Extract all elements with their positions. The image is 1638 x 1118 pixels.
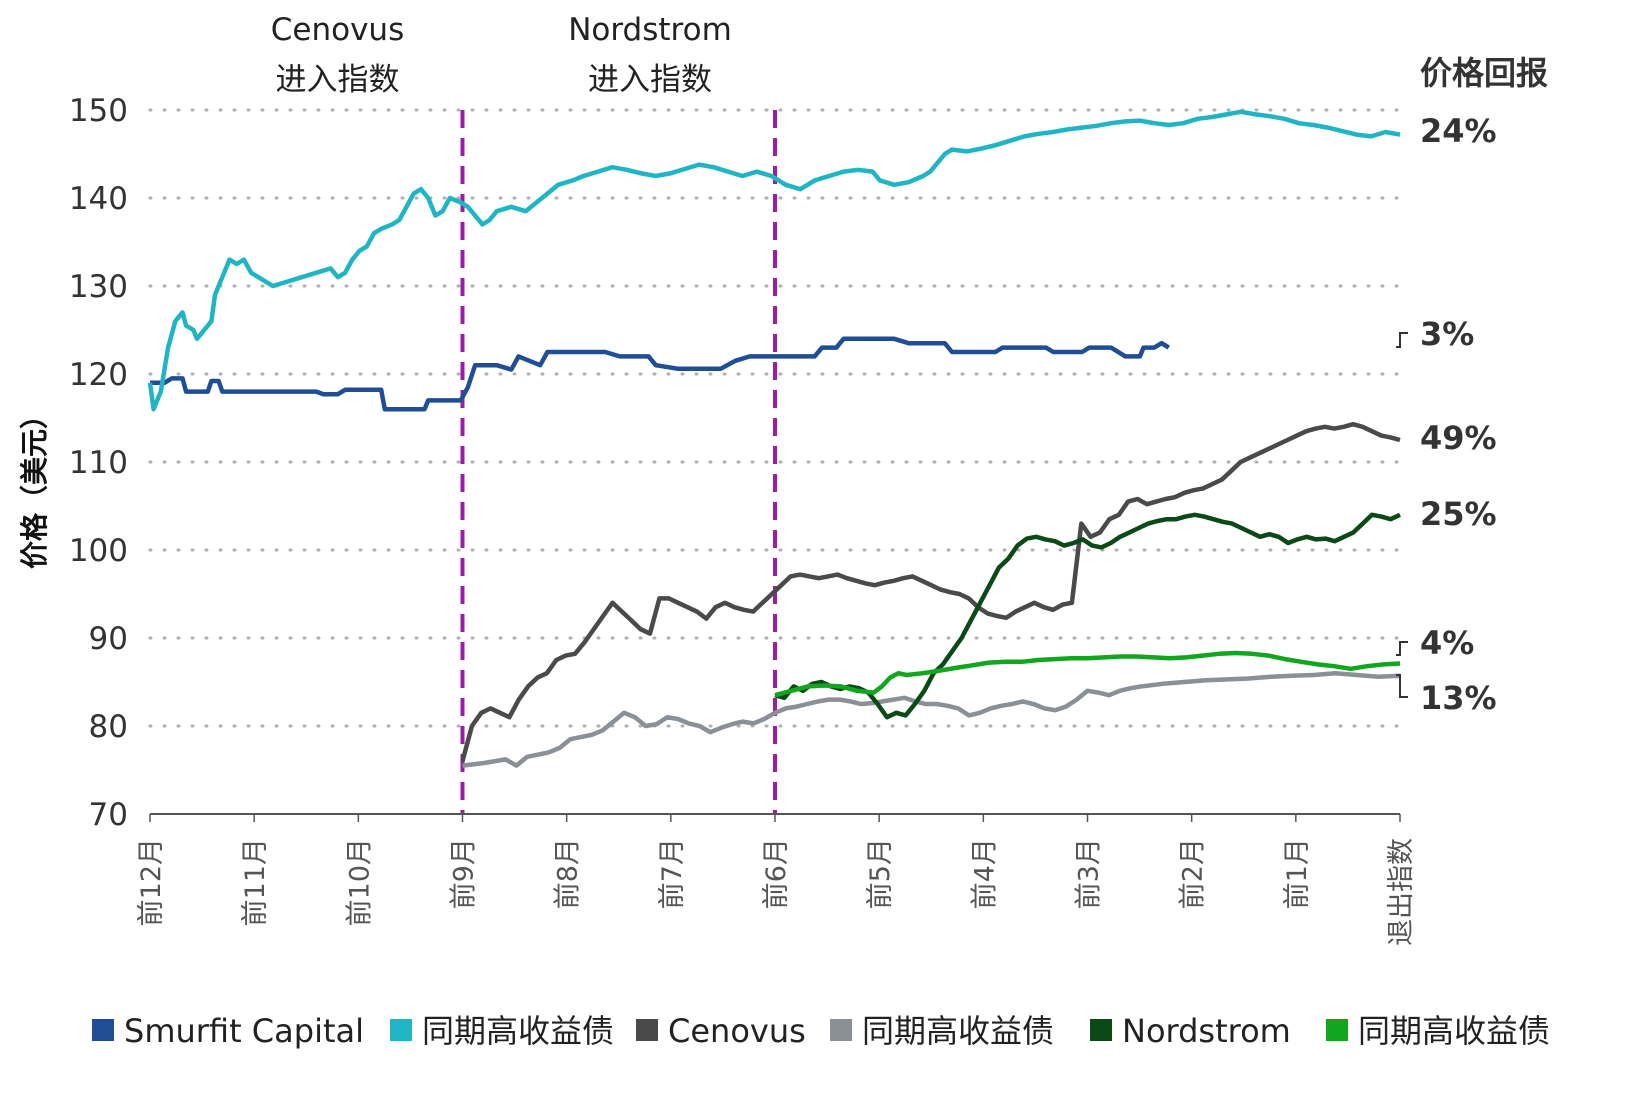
y-axis-label: 价格（美元） — [18, 401, 51, 569]
y-tick-label: 100 — [69, 533, 128, 569]
legend-swatch — [830, 1019, 852, 1041]
legend-swatch — [1326, 1019, 1348, 1041]
x-tick-label: 退出指数 — [1386, 838, 1417, 946]
x-tick-label: 前12月 — [136, 838, 167, 926]
y-tick-label: 80 — [89, 709, 128, 745]
legend-swatch — [390, 1019, 412, 1041]
x-tick-labels: 前12月 前11月 前10月 前9月 前8月 前7月 前6月 前5月 前4月 前3月 前2月 前1月 退… — [136, 814, 1417, 946]
legend-label: Nordstrom — [1122, 1012, 1291, 1050]
y-tick-label: 90 — [89, 621, 128, 657]
index-entry-markers — [460, 110, 777, 814]
legend-swatch — [92, 1019, 114, 1041]
returns-header: 价格回报 — [1420, 54, 1548, 92]
y-tick-label: 120 — [69, 357, 128, 393]
legend: Smurfit Capital 同期高收益债 Cenovus 同期高收益债 Nordst… — [92, 1012, 1550, 1050]
price-returns: 24% 3% 49% 25% 4% 13% — [1396, 112, 1497, 717]
return-label: 25% — [1420, 495, 1497, 533]
entry-annotation-label: Nordstrom — [568, 12, 732, 48]
y-tick-label: 150 — [69, 93, 128, 129]
return-connector — [1396, 332, 1408, 348]
series-lines — [147, 109, 1401, 768]
legend-label: 同期高收益债 — [862, 1012, 1054, 1050]
x-tick-label: 前5月 — [865, 838, 896, 909]
x-tick-label: 前7月 — [657, 838, 688, 909]
y-tick-label: 140 — [69, 181, 128, 217]
entry-annotations: Cenovus 进入指数 Nordstrom 进入指数 — [271, 12, 732, 98]
legend-label: Cenovus — [668, 1012, 806, 1050]
return-label: 24% — [1420, 112, 1497, 150]
x-tick-label: 前6月 — [761, 838, 792, 909]
series-line — [460, 421, 1401, 762]
x-tick-label: 前4月 — [969, 838, 1000, 909]
return-connector — [1396, 641, 1408, 656]
return-connector — [1396, 674, 1408, 698]
x-tick-label: 前2月 — [1178, 838, 1209, 909]
x-tick-label: 前9月 — [449, 838, 480, 909]
y-tick-label: 130 — [69, 269, 128, 305]
legend-swatch — [636, 1019, 658, 1041]
legend-swatch — [1090, 1019, 1112, 1041]
return-label: 13% — [1420, 679, 1497, 717]
entry-annotation-label: Cenovus — [271, 12, 404, 48]
entry-annotation-sublabel: 进入指数 — [588, 62, 712, 98]
y-tick-label: 70 — [89, 797, 128, 833]
x-tick-label: 前8月 — [553, 838, 584, 909]
entry-annotation-sublabel: 进入指数 — [276, 62, 400, 98]
x-tick-label: 前10月 — [344, 838, 375, 926]
series-line — [150, 336, 1170, 412]
return-label: 3% — [1420, 315, 1474, 353]
legend-label: 同期高收益债 — [422, 1012, 614, 1050]
y-tick-label: 110 — [69, 445, 128, 481]
x-tick-label: 前1月 — [1282, 838, 1313, 909]
series-line — [774, 650, 1401, 698]
x-tick-label: 前3月 — [1074, 838, 1105, 909]
series-line — [462, 670, 1401, 768]
legend-label: 同期高收益债 — [1358, 1012, 1550, 1050]
return-label: 49% — [1420, 419, 1497, 457]
series-line — [774, 512, 1401, 720]
series-line — [147, 109, 1401, 412]
x-tick-label: 前11月 — [240, 838, 271, 926]
return-label: 4% — [1420, 624, 1474, 662]
y-tick-labels: 70 80 90 100 110 120 130 140 150 — [69, 93, 128, 833]
legend-label: Smurfit Capital — [124, 1012, 364, 1050]
